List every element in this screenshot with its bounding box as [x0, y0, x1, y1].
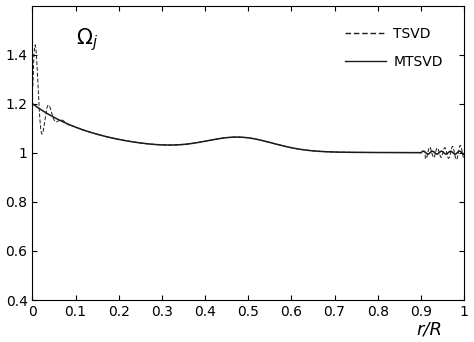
TSVD [454, 158, 459, 162]
TSVD [384, 150, 390, 155]
TSVD [32, 43, 38, 47]
X-axis label: r/R: r/R [417, 320, 443, 339]
Line: MTSVD: MTSVD [33, 104, 464, 154]
MTSVD [288, 146, 294, 150]
TSVD [461, 157, 466, 161]
MTSVD [461, 152, 466, 156]
Legend: TSVD, MTSVD: TSVD, MTSVD [339, 21, 448, 74]
Line: TSVD: TSVD [33, 45, 464, 160]
TSVD [288, 146, 294, 150]
MTSVD [351, 150, 357, 154]
MTSVD [310, 149, 316, 153]
MTSVD [194, 141, 200, 145]
MTSVD [452, 152, 458, 156]
MTSVD [108, 136, 114, 140]
TSVD [310, 149, 316, 153]
TSVD [30, 84, 36, 89]
TSVD [109, 136, 114, 140]
TSVD [352, 150, 357, 154]
MTSVD [384, 150, 390, 155]
MTSVD [30, 102, 36, 106]
TSVD [195, 141, 201, 145]
Text: $\Omega_j$: $\Omega_j$ [75, 26, 98, 53]
